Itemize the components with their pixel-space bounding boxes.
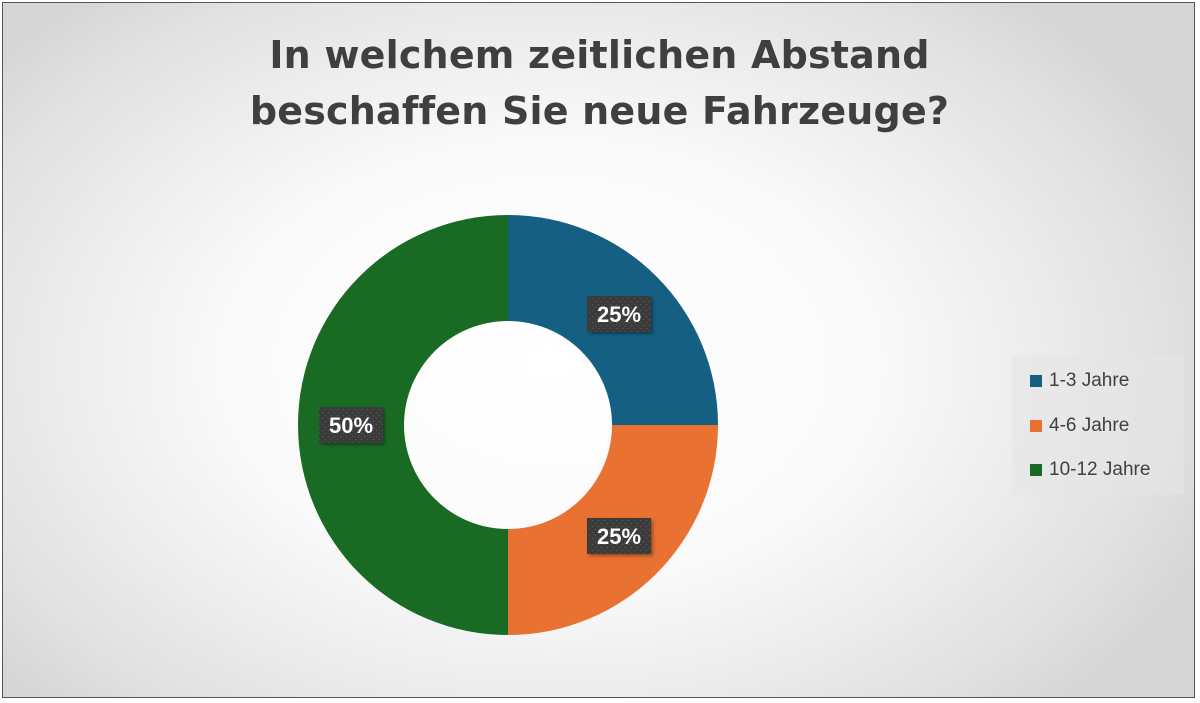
data-label-text: 50% [329,413,373,438]
legend-swatch [1030,375,1042,387]
chart-title-line-1: In welchem zeitlichen Abstand [269,33,930,77]
legend-swatch [1030,420,1042,432]
legend: 1-3 Jahre 4-6 Jahre 10-12 Jahre [1012,355,1184,495]
chart-title: In welchem zeitlichen Abstand beschaffen… [3,27,1194,139]
chart-title-line-2: beschaffen Sie neue Fahrzeuge? [249,89,950,133]
data-label: 25% [587,518,652,555]
data-labels: 25% 25% 50% [319,295,652,555]
legend-label: 4-6 Jahre [1049,415,1130,436]
legend-swatch [1030,464,1042,476]
donut-slice-10-12-jahre [298,215,508,635]
data-label-box [587,518,652,555]
legend-label: 1-3 Jahre [1049,370,1130,391]
legend-item-4-6-jahre: 4-6 Jahre [1030,415,1129,437]
data-label: 25% [587,295,652,332]
data-label-box [587,295,652,332]
legend-item-1-3-jahre: 1-3 Jahre [1030,370,1129,392]
donut-chart: 25% 25% 50% [298,215,718,635]
data-label-text: 25% [597,302,641,327]
legend-label: 10-12 Jahre [1049,459,1151,480]
data-label: 50% [319,407,383,443]
data-label-box [319,407,383,443]
data-label-text: 25% [597,524,641,549]
legend-item-10-12-jahre: 10-12 Jahre [1030,459,1150,481]
